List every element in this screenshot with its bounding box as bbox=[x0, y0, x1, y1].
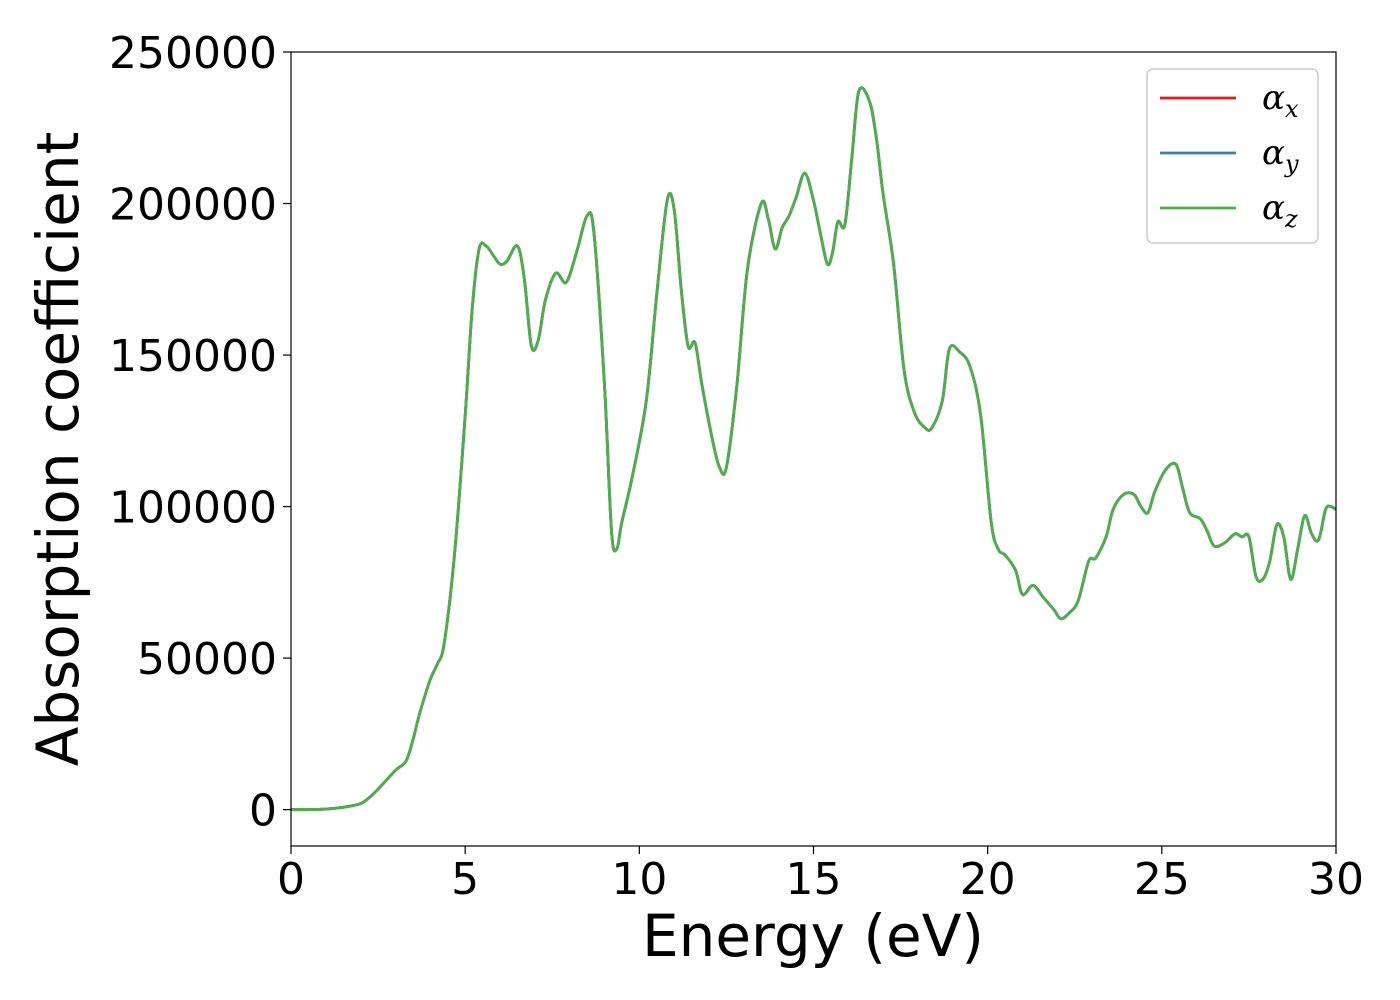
x-axis: 0 5 10 15 20 25 30 bbox=[277, 846, 1364, 905]
y-tick-label: 100000 bbox=[109, 483, 277, 534]
x-tick-label: 5 bbox=[451, 854, 479, 905]
x-tick-label: 10 bbox=[611, 854, 667, 905]
legend: αx αy αz bbox=[1146, 68, 1319, 244]
legend-label-x: αx bbox=[1262, 78, 1299, 123]
series-layer bbox=[291, 86, 1336, 812]
legend-label-z: αz bbox=[1262, 188, 1298, 233]
legend-label-y: αy bbox=[1262, 133, 1299, 178]
y-tick-label: 50000 bbox=[137, 634, 277, 685]
series-line---z bbox=[291, 86, 1336, 812]
y-tick-label: 150000 bbox=[109, 331, 277, 382]
y-tick-label: 250000 bbox=[109, 28, 277, 79]
y-axis-title: Absorption coefficient bbox=[24, 132, 92, 767]
x-tick-label: 15 bbox=[786, 854, 842, 905]
y-tick-label: 0 bbox=[249, 786, 277, 837]
x-tick-label: 25 bbox=[1134, 854, 1190, 905]
x-tick-label: 0 bbox=[277, 854, 305, 905]
x-tick-label: 20 bbox=[960, 854, 1016, 905]
x-tick-label: 30 bbox=[1308, 854, 1364, 905]
y-tick-label: 200000 bbox=[109, 180, 277, 231]
legend-box bbox=[1146, 68, 1319, 244]
y-axis: 0 50000 100000 150000 200000 250000 bbox=[109, 28, 291, 837]
x-axis-title: Energy (eV) bbox=[642, 902, 984, 970]
